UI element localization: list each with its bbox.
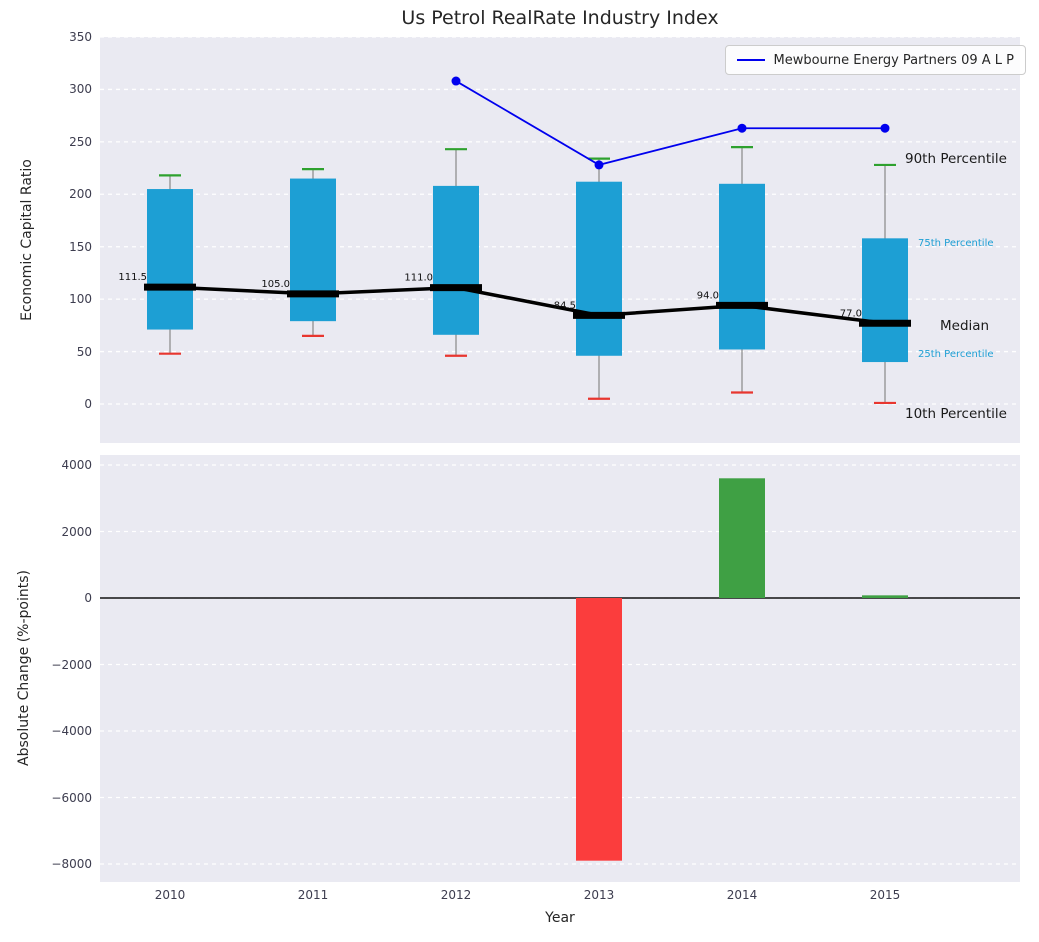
iqr-box: [290, 178, 336, 322]
y-tick-label: 2000: [61, 524, 92, 539]
x-tick-label: 2012: [440, 888, 472, 902]
y-tick-label: −4000: [51, 724, 92, 738]
company-marker: [737, 123, 747, 133]
iqr-box: [147, 189, 193, 330]
chart-title: Us Petrol RealRate Industry Index: [401, 7, 719, 29]
x-tick-label: 2011: [297, 888, 329, 902]
y-tick-label: −6000: [51, 790, 92, 805]
median-trend-line: [169, 285, 886, 325]
y-tick-label: 0: [84, 591, 92, 605]
median-value-label: 84.5: [554, 300, 576, 311]
y-tick-label: −2000: [51, 657, 92, 672]
y-tick-label: 50: [76, 344, 92, 359]
y-tick-label: 350: [69, 30, 92, 44]
boxplot-canvas: 111.5 105.0 111.0 84.5 94.0 77.0: [100, 37, 1020, 405]
legend-label: Mewbourne Energy Partners 09 A L P: [773, 52, 1015, 68]
y-tick-label: 150: [69, 239, 92, 254]
company-marker: [451, 76, 461, 86]
company-line: [455, 80, 885, 166]
y-tick-label: 200: [69, 187, 92, 202]
percentile-annotation: 10th Percentile: [905, 405, 1007, 422]
bar-positive: [862, 595, 908, 598]
y-tick-label: −8000: [51, 857, 92, 871]
x-tick-label: 2013: [583, 888, 615, 902]
median-value-label: 77.0: [840, 308, 862, 319]
y-tick-label: 300: [69, 82, 92, 97]
x-tick-label: 2010: [154, 888, 186, 902]
bar-positive: [719, 478, 765, 598]
median-value-label: 94.0: [697, 290, 719, 301]
company-marker: [594, 160, 604, 170]
percentile-annotation: 90th Percentile: [905, 151, 1007, 168]
y-tick-label: 100: [69, 292, 92, 307]
x-tick-label: 2014: [726, 888, 758, 902]
legend-line-icon: [736, 59, 765, 61]
iqr-box: [576, 181, 622, 356]
percentile-annotation: 25th Percentile: [918, 348, 994, 360]
median-value-label: 111.0: [404, 273, 433, 284]
bar-negative: [576, 598, 622, 861]
percentile-annotation: 75th Percentile: [918, 237, 994, 249]
median-value-label: 105.0: [261, 279, 290, 290]
bar-panel: [100, 455, 1020, 882]
boxplot-panel: 111.5 105.0 111.0 84.5 94.0 77.0: [100, 37, 1020, 443]
iqr-box: [719, 183, 765, 350]
percentile-annotation: Median: [940, 317, 990, 334]
company-marker: [880, 123, 890, 133]
iqr-box: [433, 185, 479, 335]
x-axis-label: Year: [545, 910, 575, 926]
iqr-box: [862, 238, 908, 363]
y-tick-label: 250: [69, 134, 92, 149]
bar-canvas: [100, 464, 1020, 865]
y-tick-label: 4000: [61, 458, 92, 472]
median-value-label: 111.5: [118, 272, 147, 283]
legend: Mewbourne Energy Partners 09 A L P: [724, 45, 1026, 75]
x-tick-label: 2015: [869, 888, 901, 902]
y-tick-label: 0: [84, 397, 92, 411]
